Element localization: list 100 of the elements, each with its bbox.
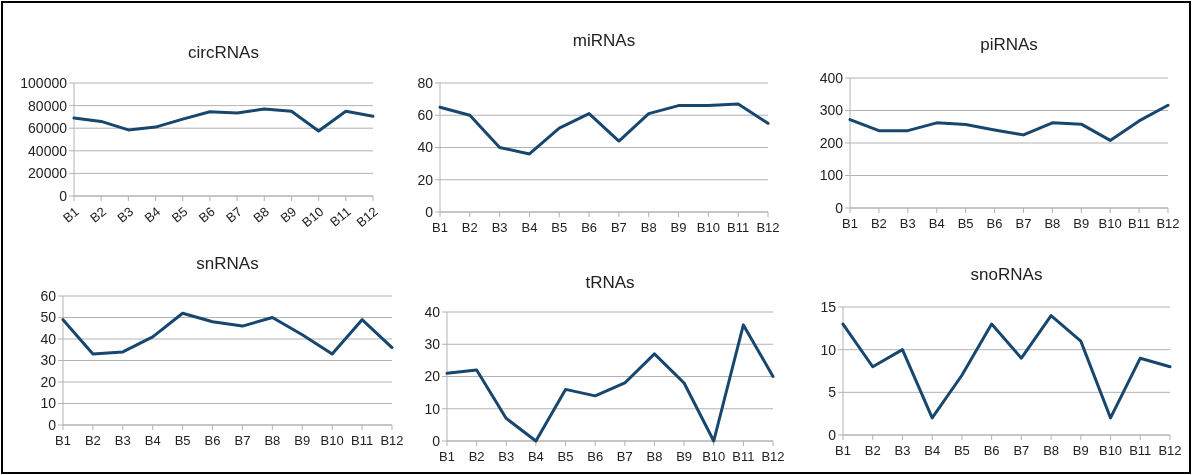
x-tick-label: B5	[953, 443, 970, 458]
x-tick-label: B7	[616, 449, 633, 464]
x-tick-label: B12	[380, 433, 404, 448]
line-series	[72, 107, 375, 133]
y-tick-label: 60	[40, 287, 57, 304]
x-tick-label: B11	[1129, 443, 1152, 458]
x-tick-label: B1	[842, 216, 858, 231]
x-tick-label: B12	[761, 449, 785, 464]
x-tick-label: B10	[696, 220, 720, 235]
x-tick-label: B11	[732, 449, 755, 464]
y-tick-label: 40	[424, 303, 441, 320]
x-tick-label: B8	[640, 220, 657, 235]
x-tick-label: B8	[250, 203, 273, 226]
chart-title: tRNAs	[585, 273, 635, 292]
x-tick-label: B9	[670, 220, 687, 235]
x-tick-label: B5	[168, 203, 191, 226]
x-tick-label: B9	[294, 433, 311, 448]
y-tick-label: 60	[417, 107, 434, 124]
x-tick-label: B3	[899, 216, 916, 231]
y-tick-label: 40000	[28, 142, 68, 159]
x-tick-label: B1	[59, 203, 82, 226]
chart-title: piRNAs	[980, 35, 1038, 54]
x-tick-label: B12	[1158, 443, 1182, 458]
y-tick-label: 20	[424, 368, 441, 385]
y-tick-label: 100	[819, 167, 844, 184]
y-tick-label: 80	[417, 74, 434, 91]
y-tick-label: 20	[40, 373, 57, 390]
y-tick-label: 20000	[28, 165, 68, 182]
y-tick-label: 40	[417, 139, 434, 156]
chart-title: miRNAs	[572, 31, 636, 50]
x-tick-label: B11	[326, 203, 354, 230]
x-tick-label: B3	[894, 443, 911, 458]
x-tick-label: B2	[84, 433, 101, 448]
y-tick-label: 20	[417, 171, 434, 188]
x-tick-label: B6	[983, 443, 1000, 458]
x-tick-label: B6	[581, 220, 598, 235]
y-tick-label: 400	[819, 69, 844, 86]
x-tick-label: B11	[727, 220, 750, 235]
y-tick-label: 100000	[20, 74, 68, 91]
x-tick-label: B9	[1072, 443, 1089, 458]
y-tick-label: 80000	[28, 97, 68, 114]
x-tick-label: B7	[234, 433, 251, 448]
x-tick-label: B4	[928, 216, 945, 231]
x-tick-label: B12	[353, 203, 381, 231]
chart-title: snoRNAs	[970, 265, 1043, 284]
x-tick-label: B12	[756, 220, 780, 235]
x-tick-label: B7	[223, 203, 245, 226]
y-tick-label: 0	[425, 203, 434, 220]
line-series	[841, 314, 1172, 420]
x-tick-label: B10	[320, 433, 344, 448]
x-tick-label: B5	[957, 216, 974, 231]
x-tick-label: B3	[114, 433, 131, 448]
x-tick-label: B5	[557, 449, 574, 464]
x-tick-label: B1	[55, 433, 71, 448]
x-tick-label: B3	[491, 220, 508, 235]
y-tick-label: 30	[40, 352, 57, 369]
x-tick-label: B2	[468, 449, 485, 464]
line-series	[438, 102, 770, 156]
y-tick-label: 0	[432, 432, 441, 449]
y-tick-label: 30	[424, 336, 441, 353]
x-tick-label: B1	[439, 449, 455, 464]
x-tick-label: B2	[461, 220, 478, 235]
x-tick-label: B6	[204, 433, 221, 448]
y-tick-label: 0	[828, 426, 837, 443]
x-tick-label: B6	[587, 449, 604, 464]
x-tick-label: B3	[114, 203, 137, 226]
x-tick-label: B10	[299, 203, 327, 231]
line-series	[61, 311, 394, 356]
x-tick-label: B5	[551, 220, 568, 235]
x-tick-label: B8	[264, 433, 281, 448]
x-tick-label: B2	[864, 443, 881, 458]
x-tick-label: B10	[1098, 443, 1123, 458]
y-tick-label: 0	[59, 187, 68, 204]
y-tick-label: 60000	[28, 120, 68, 137]
x-tick-label: B1	[432, 220, 448, 235]
y-tick-label: 15	[820, 298, 837, 315]
x-tick-label: B9	[1073, 216, 1090, 231]
y-tick-label: 300	[819, 102, 844, 119]
x-tick-label: B9	[277, 203, 300, 226]
y-tick-label: 0	[835, 199, 844, 216]
x-tick-label: B7	[610, 220, 627, 235]
x-tick-label: B4	[144, 433, 161, 448]
y-tick-label: 200	[819, 134, 844, 151]
x-tick-label: B9	[676, 449, 693, 464]
x-tick-label: B6	[195, 203, 218, 226]
x-tick-label: B11	[351, 433, 374, 448]
x-tick-label: B6	[986, 216, 1003, 231]
x-tick-label: B7	[1015, 216, 1032, 231]
y-tick-label: 10	[40, 395, 57, 412]
chart-title: circRNAs	[188, 43, 259, 62]
x-tick-label: B4	[141, 203, 164, 226]
x-tick-label: B11	[1128, 216, 1151, 231]
x-tick-label: B8	[646, 449, 663, 464]
x-tick-label: B8	[1043, 443, 1060, 458]
chart-title: snRNAs	[196, 254, 259, 273]
x-tick-label: B8	[1044, 216, 1061, 231]
x-tick-label: B10	[1098, 216, 1122, 231]
x-tick-label: B4	[521, 220, 538, 235]
y-tick-label: 0	[48, 416, 57, 433]
x-tick-label: B4	[527, 449, 544, 464]
